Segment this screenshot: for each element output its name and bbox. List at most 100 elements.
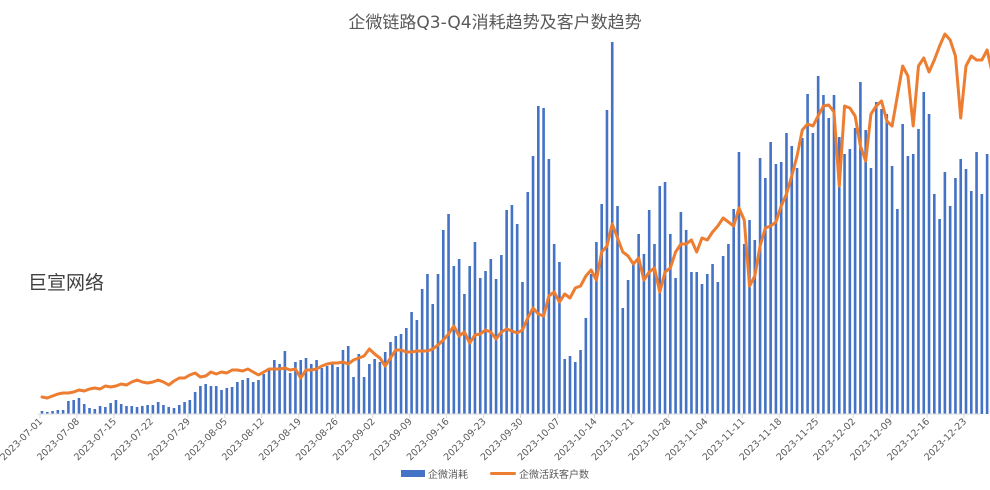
bar — [779, 162, 783, 414]
bar-series-consumption — [40, 42, 989, 414]
bar — [177, 405, 181, 414]
bar — [653, 244, 656, 414]
bar — [716, 282, 720, 414]
bar — [980, 194, 984, 414]
bar — [864, 130, 867, 414]
bar — [642, 254, 646, 414]
bar — [415, 320, 419, 414]
bar — [906, 156, 910, 414]
bar — [605, 110, 609, 414]
bar — [82, 404, 86, 414]
bar — [151, 405, 155, 414]
bar — [547, 159, 551, 414]
bar — [45, 412, 49, 414]
bar — [600, 204, 603, 414]
bar — [167, 407, 171, 414]
bar — [236, 382, 239, 414]
bar — [40, 411, 44, 414]
bar — [748, 220, 751, 414]
bar — [584, 318, 588, 414]
bar — [489, 259, 493, 414]
bar — [563, 359, 567, 414]
bar — [890, 166, 894, 414]
bar — [410, 312, 413, 414]
bar — [616, 206, 619, 414]
bar — [283, 351, 287, 414]
bar — [98, 406, 102, 414]
bar — [552, 244, 556, 414]
bar — [827, 118, 831, 414]
bar — [315, 360, 318, 414]
bar — [911, 154, 915, 414]
bar — [896, 209, 899, 414]
bar — [88, 408, 91, 414]
bar — [684, 230, 688, 414]
bar — [241, 380, 244, 414]
bar — [220, 390, 223, 414]
bar — [948, 206, 952, 414]
watermark-text: 巨宣网络 — [28, 272, 105, 294]
bar — [246, 378, 250, 414]
bar — [209, 386, 213, 414]
bar — [658, 186, 662, 414]
legend-bar-swatch-icon — [401, 470, 425, 477]
bar — [93, 409, 97, 414]
bar — [352, 377, 355, 414]
bar — [399, 334, 403, 414]
bar — [368, 364, 371, 414]
bar — [320, 368, 324, 414]
bar — [230, 387, 234, 414]
bar — [515, 224, 519, 414]
bar — [785, 133, 788, 414]
bar — [463, 294, 466, 414]
bar — [647, 210, 651, 414]
bar — [822, 95, 825, 414]
bar — [669, 234, 672, 414]
legend-item-consumption: 企微消耗 — [401, 466, 468, 481]
bar — [711, 264, 714, 414]
bar — [251, 382, 255, 414]
bar — [267, 368, 271, 414]
bar — [737, 152, 741, 414]
bar — [959, 159, 963, 414]
bar — [262, 374, 266, 414]
bar — [183, 402, 186, 414]
bar — [304, 358, 308, 414]
bar — [505, 210, 508, 414]
bar — [880, 109, 883, 414]
bar — [346, 346, 350, 414]
bar — [278, 364, 281, 414]
bar — [732, 209, 735, 414]
bar — [938, 219, 941, 414]
bar — [558, 262, 561, 414]
bar — [426, 274, 429, 414]
bar — [336, 367, 339, 414]
legend-item-active-customers: 企微活跃客户数 — [490, 466, 589, 481]
bar — [790, 146, 794, 414]
bar — [869, 168, 873, 414]
bar — [521, 282, 524, 414]
bar — [225, 388, 229, 414]
bar — [927, 114, 931, 414]
bar — [383, 352, 387, 414]
bar — [721, 256, 725, 414]
bar — [727, 244, 730, 414]
bar — [700, 284, 704, 414]
bar — [690, 272, 693, 414]
bar — [125, 406, 128, 414]
bar — [156, 402, 160, 414]
bar — [589, 274, 593, 414]
bar — [526, 192, 530, 414]
bar — [901, 124, 904, 414]
bar — [806, 94, 809, 414]
bar — [811, 133, 815, 414]
legend-label-active-customers: 企微活跃客户数 — [519, 470, 589, 481]
bar — [199, 386, 202, 414]
bar — [130, 406, 134, 414]
legend-line-swatch-icon — [490, 472, 516, 475]
line-series-active-customers — [40, 32, 990, 400]
bar — [885, 114, 889, 414]
bar — [753, 240, 757, 414]
bar — [309, 364, 313, 414]
bar — [109, 403, 112, 414]
